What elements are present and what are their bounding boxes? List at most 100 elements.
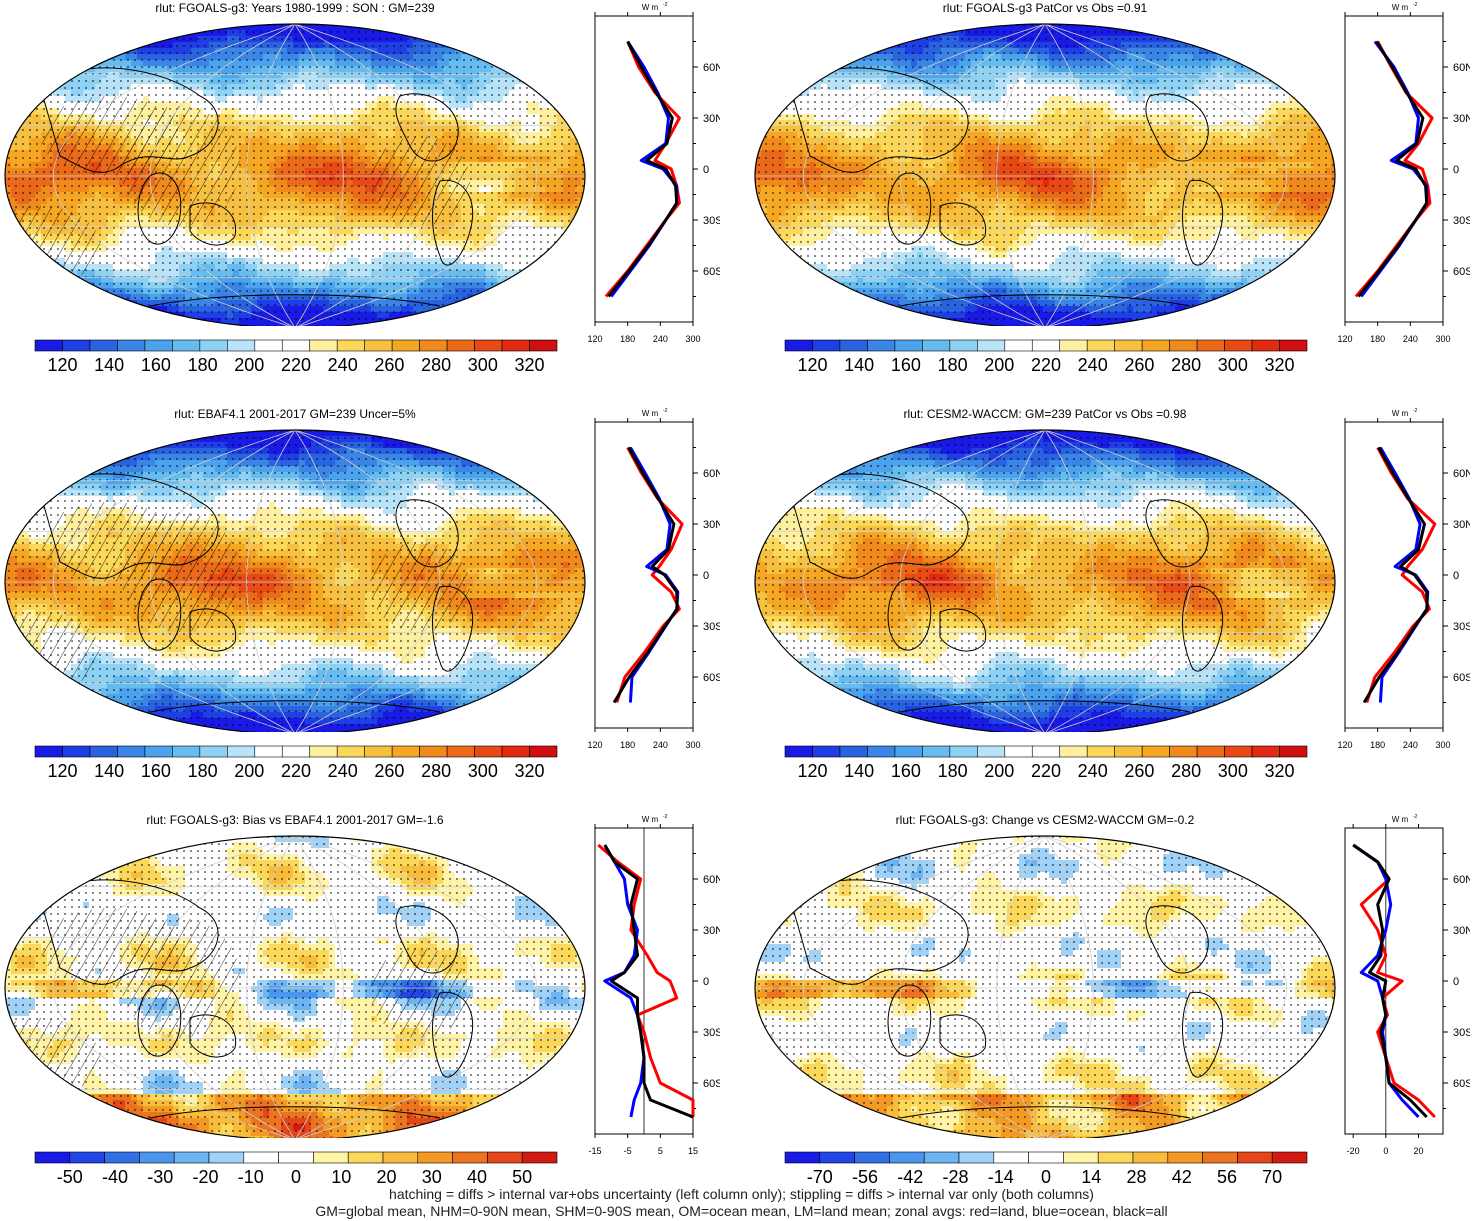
colorbar-tick-label: -50 <box>57 1167 83 1187</box>
profile-xtick-label: 240 <box>1403 334 1418 344</box>
colorbar-swatch <box>446 339 475 352</box>
colorbar-tick-label: 240 <box>1078 355 1108 375</box>
map-border <box>4 835 586 1138</box>
coastlines <box>39 473 474 713</box>
colorbar-swatch <box>529 745 558 758</box>
colorbar-tick-label: 320 <box>515 355 545 375</box>
stippling <box>755 430 1335 732</box>
footer-note-definitions: GM=global mean, NHM=0-90N mean, SHM=0-90… <box>0 1203 1483 1220</box>
profile-frame <box>594 421 694 729</box>
colorbar-swatch <box>1004 745 1033 758</box>
colorbar-tick-label: -70 <box>807 1167 833 1187</box>
colorbar-swatch <box>419 745 448 758</box>
panel-1: rlut: FGOALS-g3: Years 1980-1999 : SON :… <box>0 0 720 400</box>
colorbar-tick-label: 30 <box>422 1167 442 1187</box>
colorbar-tick-label: 240 <box>328 761 358 781</box>
colorbar-swatch <box>922 339 951 352</box>
colorbar-swatch <box>1169 745 1198 758</box>
colorbar-swatch <box>1271 1151 1308 1164</box>
colorbar-tick-label: 320 <box>1265 355 1295 375</box>
colorbar-swatch <box>417 1151 453 1164</box>
colorbar-swatch <box>784 1151 821 1164</box>
colorbar-swatch <box>104 1151 140 1164</box>
colorbar-swatch <box>521 1151 558 1164</box>
colorbar-tick-label: 240 <box>1078 761 1108 781</box>
colorbar-tick-label: -42 <box>897 1167 923 1187</box>
profile-unit-label: W m <box>1392 3 1409 12</box>
colorbar-swatch <box>1224 745 1253 758</box>
graticule <box>755 24 1335 326</box>
colorbar-tick-label: 320 <box>1265 761 1295 781</box>
profile-line-land <box>597 843 695 1117</box>
colorbar-swatch <box>1167 1151 1203 1164</box>
colorbar-swatch <box>1063 1151 1099 1164</box>
profile-unit-label: W m <box>642 409 659 418</box>
colorbar-tick-label: 220 <box>281 761 311 781</box>
colorbar-swatch <box>62 339 91 352</box>
colorbar-tick-label: 300 <box>1218 761 1248 781</box>
profile-line-all <box>612 446 679 704</box>
profile-xtick-label: 180 <box>1370 334 1385 344</box>
colorbar-tick-label: 200 <box>984 761 1014 781</box>
colorbar-tick-label: -30 <box>147 1167 173 1187</box>
profile-line-all <box>607 40 679 298</box>
colorbar-swatch <box>391 339 420 352</box>
profile-ytick-label: 30N <box>703 113 720 125</box>
colorbar-swatch <box>1097 1151 1134 1164</box>
colorbar-swatch <box>199 745 228 758</box>
profile-xtick-label: -5 <box>624 1146 632 1156</box>
colorbar-tick-label: 10 <box>331 1167 351 1187</box>
colorbar-swatch <box>819 1151 855 1164</box>
colorbar-swatch <box>227 339 256 352</box>
profile-xtick-label: 240 <box>1403 740 1418 750</box>
map-plot <box>754 23 1336 326</box>
colorbar-swatch <box>243 1151 279 1164</box>
colorbar-swatch <box>336 745 365 758</box>
profile-line-all <box>603 844 694 1119</box>
profile-line-land <box>1354 40 1434 298</box>
colorbar-swatch <box>89 745 118 758</box>
profile-line-land <box>1352 843 1436 1119</box>
colorbar-tick-label: 160 <box>891 761 921 781</box>
colorbar-tick-label: 70 <box>1262 1167 1282 1187</box>
coastlines <box>789 879 1224 1119</box>
colorbar-swatch <box>1279 745 1308 758</box>
colorbar-tick-label: 220 <box>281 355 311 375</box>
colorbar-tick-label: -10 <box>238 1167 264 1187</box>
colorbar-swatch <box>139 1151 175 1164</box>
colorbar-tick-label: 20 <box>376 1167 396 1187</box>
colorbar-swatch <box>144 745 173 758</box>
colorbar-tick-label: 300 <box>468 355 498 375</box>
colorbar-swatch <box>1086 339 1115 352</box>
profile-ytick-label: 60S <box>1453 672 1470 684</box>
colorbar-tick-label: 260 <box>374 761 404 781</box>
colorbar-tick-label: 180 <box>938 355 968 375</box>
colorbar-swatch <box>812 339 841 352</box>
map-border <box>754 23 1336 326</box>
profile-unit-superscript: -2 <box>1413 2 1418 8</box>
colorbar-swatch <box>446 745 475 758</box>
profile-xtick-label: -20 <box>1347 1146 1360 1156</box>
colorbar: 120 140 160 180 200 220 240 260 280 300 320 <box>34 745 558 781</box>
colorbar-swatch <box>867 339 896 352</box>
panel-5: rlut: FGOALS-g3: Bias vs EBAF4.1 2001-20… <box>0 812 720 1212</box>
profile-ytick-label: 0 <box>1453 164 1459 176</box>
profile-ytick-label: 0 <box>1453 976 1459 988</box>
colorbar-swatch <box>1004 339 1033 352</box>
profile-unit-superscript: -2 <box>1413 408 1418 414</box>
map-border <box>754 835 1336 1138</box>
coastlines <box>789 67 1224 307</box>
profile-ytick-label: 60N <box>1453 62 1470 74</box>
colorbar-tick-label: 28 <box>1126 1167 1146 1187</box>
colorbar-tick-label: 180 <box>188 355 218 375</box>
colorbar-tick-label: 120 <box>47 761 77 781</box>
colorbar-swatch <box>309 339 338 352</box>
colorbar-tick-label: 180 <box>938 761 968 781</box>
profile-ytick-label: 0 <box>703 164 709 176</box>
colorbar-tick-label: 42 <box>1172 1167 1192 1187</box>
colorbar-swatch <box>889 1151 925 1164</box>
profile-xtick-label: 300 <box>1435 334 1450 344</box>
profile-ytick-label: 30S <box>1453 215 1470 227</box>
profile-ytick-label: 30S <box>1453 1027 1470 1039</box>
colorbar-swatch <box>1114 745 1143 758</box>
